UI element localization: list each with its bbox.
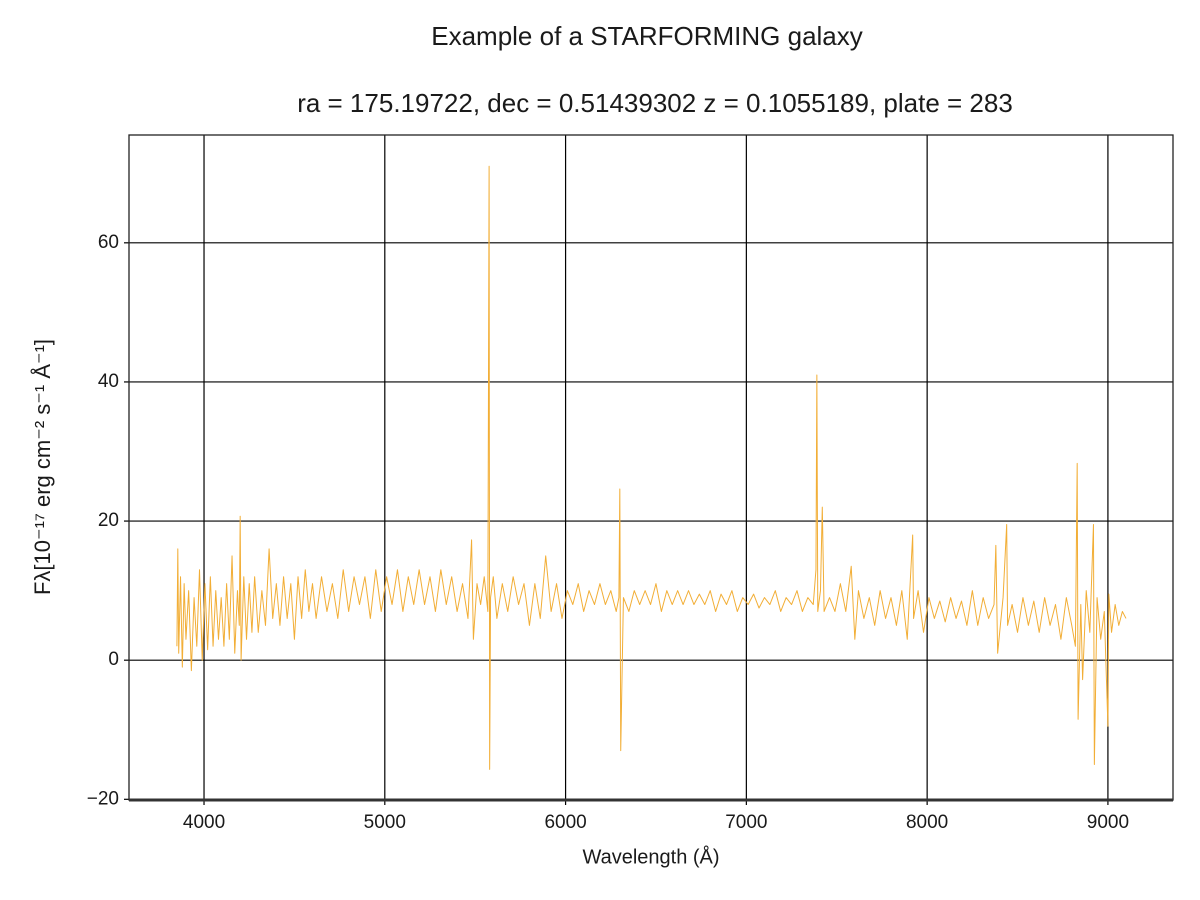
y-tick-label: −20 [87, 788, 119, 809]
chart-subtitle: ra = 175.19722, dec = 0.51439302 z = 0.1… [297, 88, 1013, 118]
x-tick-label: 7000 [725, 812, 767, 833]
y-axis-label: Fλ[10⁻¹⁷ erg cm⁻² s⁻¹ Å⁻¹] [30, 339, 55, 595]
x-tick-label: 9000 [1087, 812, 1129, 833]
x-axis-label: Wavelength (Å) [582, 845, 719, 868]
x-tick-label: 4000 [183, 812, 225, 833]
y-tick-label: 60 [98, 232, 119, 253]
spectrum-line [176, 165, 1127, 770]
x-tick-label: 5000 [364, 812, 406, 833]
chart-title: Example of a STARFORMING galaxy [431, 21, 863, 51]
x-tick-label: 8000 [906, 812, 948, 833]
x-tick-label: 6000 [544, 812, 586, 833]
y-tick-label: 40 [98, 371, 119, 392]
y-tick-label: 20 [98, 510, 119, 531]
y-tick-label: 0 [108, 649, 119, 670]
